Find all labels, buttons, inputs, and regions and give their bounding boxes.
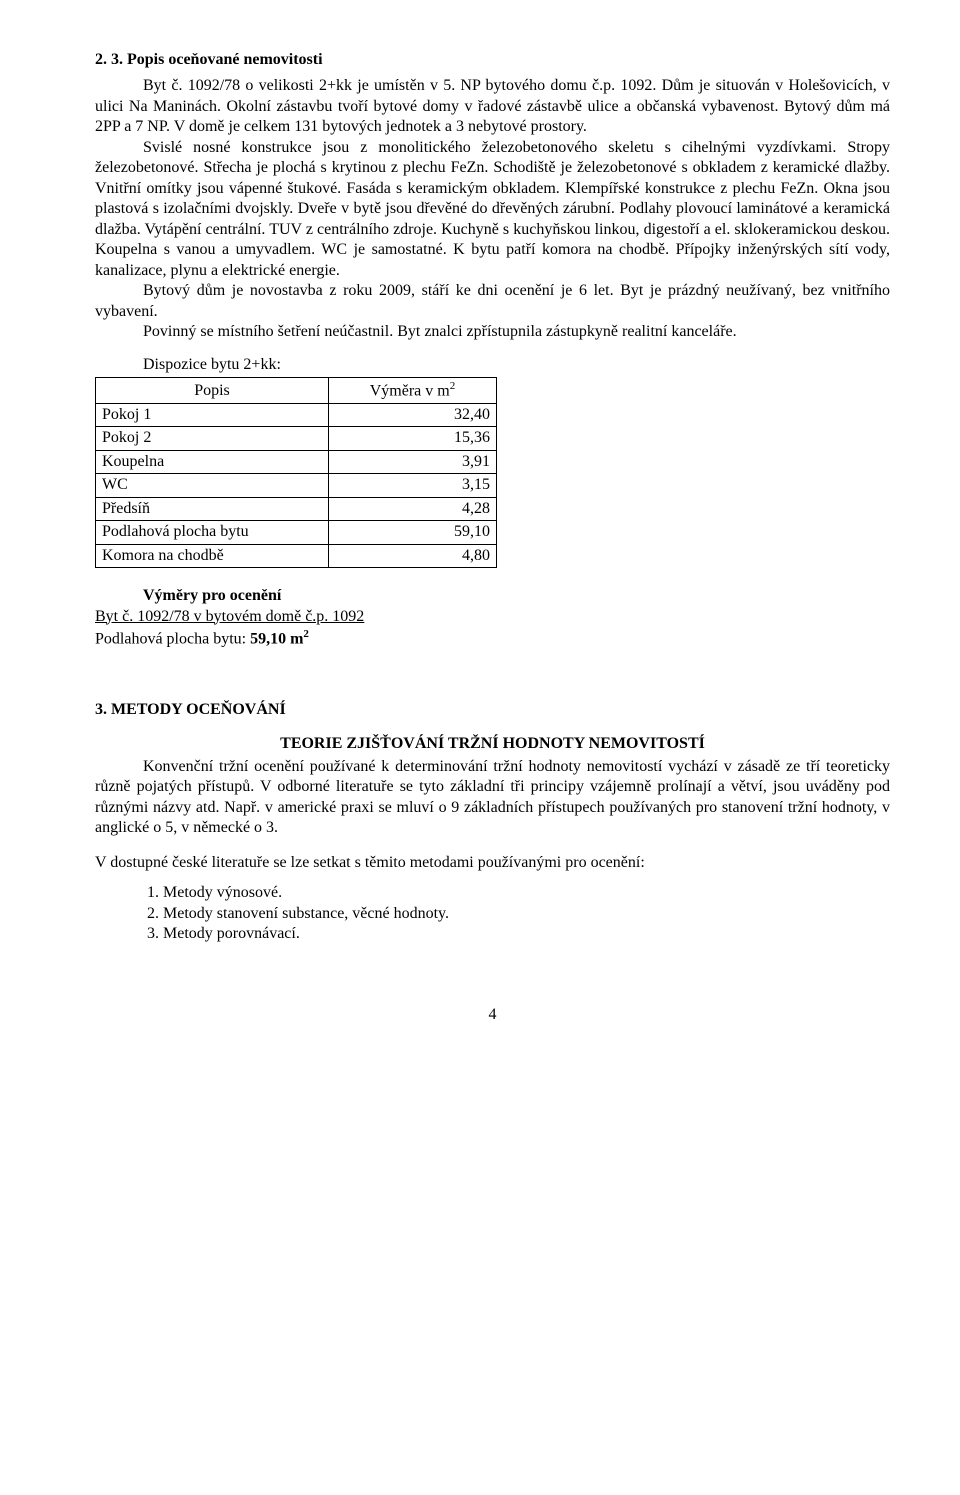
table-cell-value: 15,36	[329, 427, 497, 450]
table-cell-label: Pokoj 1	[96, 403, 329, 426]
table-header-vymera: Výměra v m2	[329, 378, 497, 404]
vymery-heading: Výměry pro ocenění	[143, 586, 890, 606]
page-number: 4	[95, 1005, 890, 1025]
methods-list: Metody výnosové.Metody stanovení substan…	[95, 883, 890, 944]
vymery-line2: Podlahová plocha bytu: 59,10 m2	[95, 627, 890, 650]
table-cell-label: Pokoj 2	[96, 427, 329, 450]
table-cell-value: 32,40	[329, 403, 497, 426]
section-3-para-2: V dostupné české literatuře se lze setka…	[95, 853, 890, 873]
section-2-3-para-1: Byt č. 1092/78 o velikosti 2+kk je umíst…	[95, 76, 890, 137]
table-cell-label: Předsíň	[96, 497, 329, 520]
vymery-line1: Byt č. 1092/78 v bytovém domě č.p. 1092	[95, 607, 890, 627]
list-item: Metody výnosové.	[163, 883, 890, 903]
vymery-line2-prefix: Podlahová plocha bytu:	[95, 630, 250, 647]
list-item: Metody porovnávací.	[163, 924, 890, 944]
table-header-row: Popis Výměra v m2	[96, 378, 497, 404]
table-row: Pokoj 132,40	[96, 403, 497, 426]
table-cell-label: Koupelna	[96, 450, 329, 473]
table-row: Předsíň4,28	[96, 497, 497, 520]
table-cell-label: Podlahová plocha bytu	[96, 521, 329, 544]
table-cell-value: 4,80	[329, 544, 497, 567]
table-cell-value: 59,10	[329, 521, 497, 544]
section-3-para-1: Konvenční tržní ocenění používané k dete…	[95, 757, 890, 839]
table-row: Komora na chodbě4,80	[96, 544, 497, 567]
table-cell-value: 3,15	[329, 474, 497, 497]
table-cell-label: Komora na chodbě	[96, 544, 329, 567]
table-row: WC3,15	[96, 474, 497, 497]
table-header-vymera-text: Výměra v m	[370, 382, 450, 399]
vymery-line2-value: 59,10 m	[250, 630, 303, 647]
table-header-popis: Popis	[96, 378, 329, 404]
section-2-3-para-3: Bytový dům je novostavba z roku 2009, st…	[95, 281, 890, 322]
table-row: Koupelna3,91	[96, 450, 497, 473]
section-3-heading: 3. METODY OCEŇOVÁNÍ	[95, 700, 890, 720]
list-item: Metody stanovení substance, věcné hodnot…	[163, 904, 890, 924]
table-cell-value: 3,91	[329, 450, 497, 473]
dispozice-title: Dispozice bytu 2+kk:	[143, 355, 890, 375]
table-cell-label: WC	[96, 474, 329, 497]
vymery-line2-sup: 2	[303, 628, 309, 640]
section-3-subheading: TEORIE ZJIŠŤOVÁNÍ TRŽNÍ HODNOTY NEMOVITO…	[95, 734, 890, 754]
section-2-3-heading: 2. 3. Popis oceňované nemovitosti	[95, 50, 890, 70]
section-2-3-para-2: Svislé nosné konstrukce jsou z monolitic…	[95, 138, 890, 281]
table-header-vymera-sup: 2	[450, 380, 456, 392]
table-row: Pokoj 215,36	[96, 427, 497, 450]
section-2-3-para-4: Povinný se místního šetření neúčastnil. …	[95, 322, 890, 342]
table-cell-value: 4,28	[329, 497, 497, 520]
dispozice-table: Popis Výměra v m2 Pokoj 132,40Pokoj 215,…	[95, 377, 497, 568]
table-row: Podlahová plocha bytu59,10	[96, 521, 497, 544]
